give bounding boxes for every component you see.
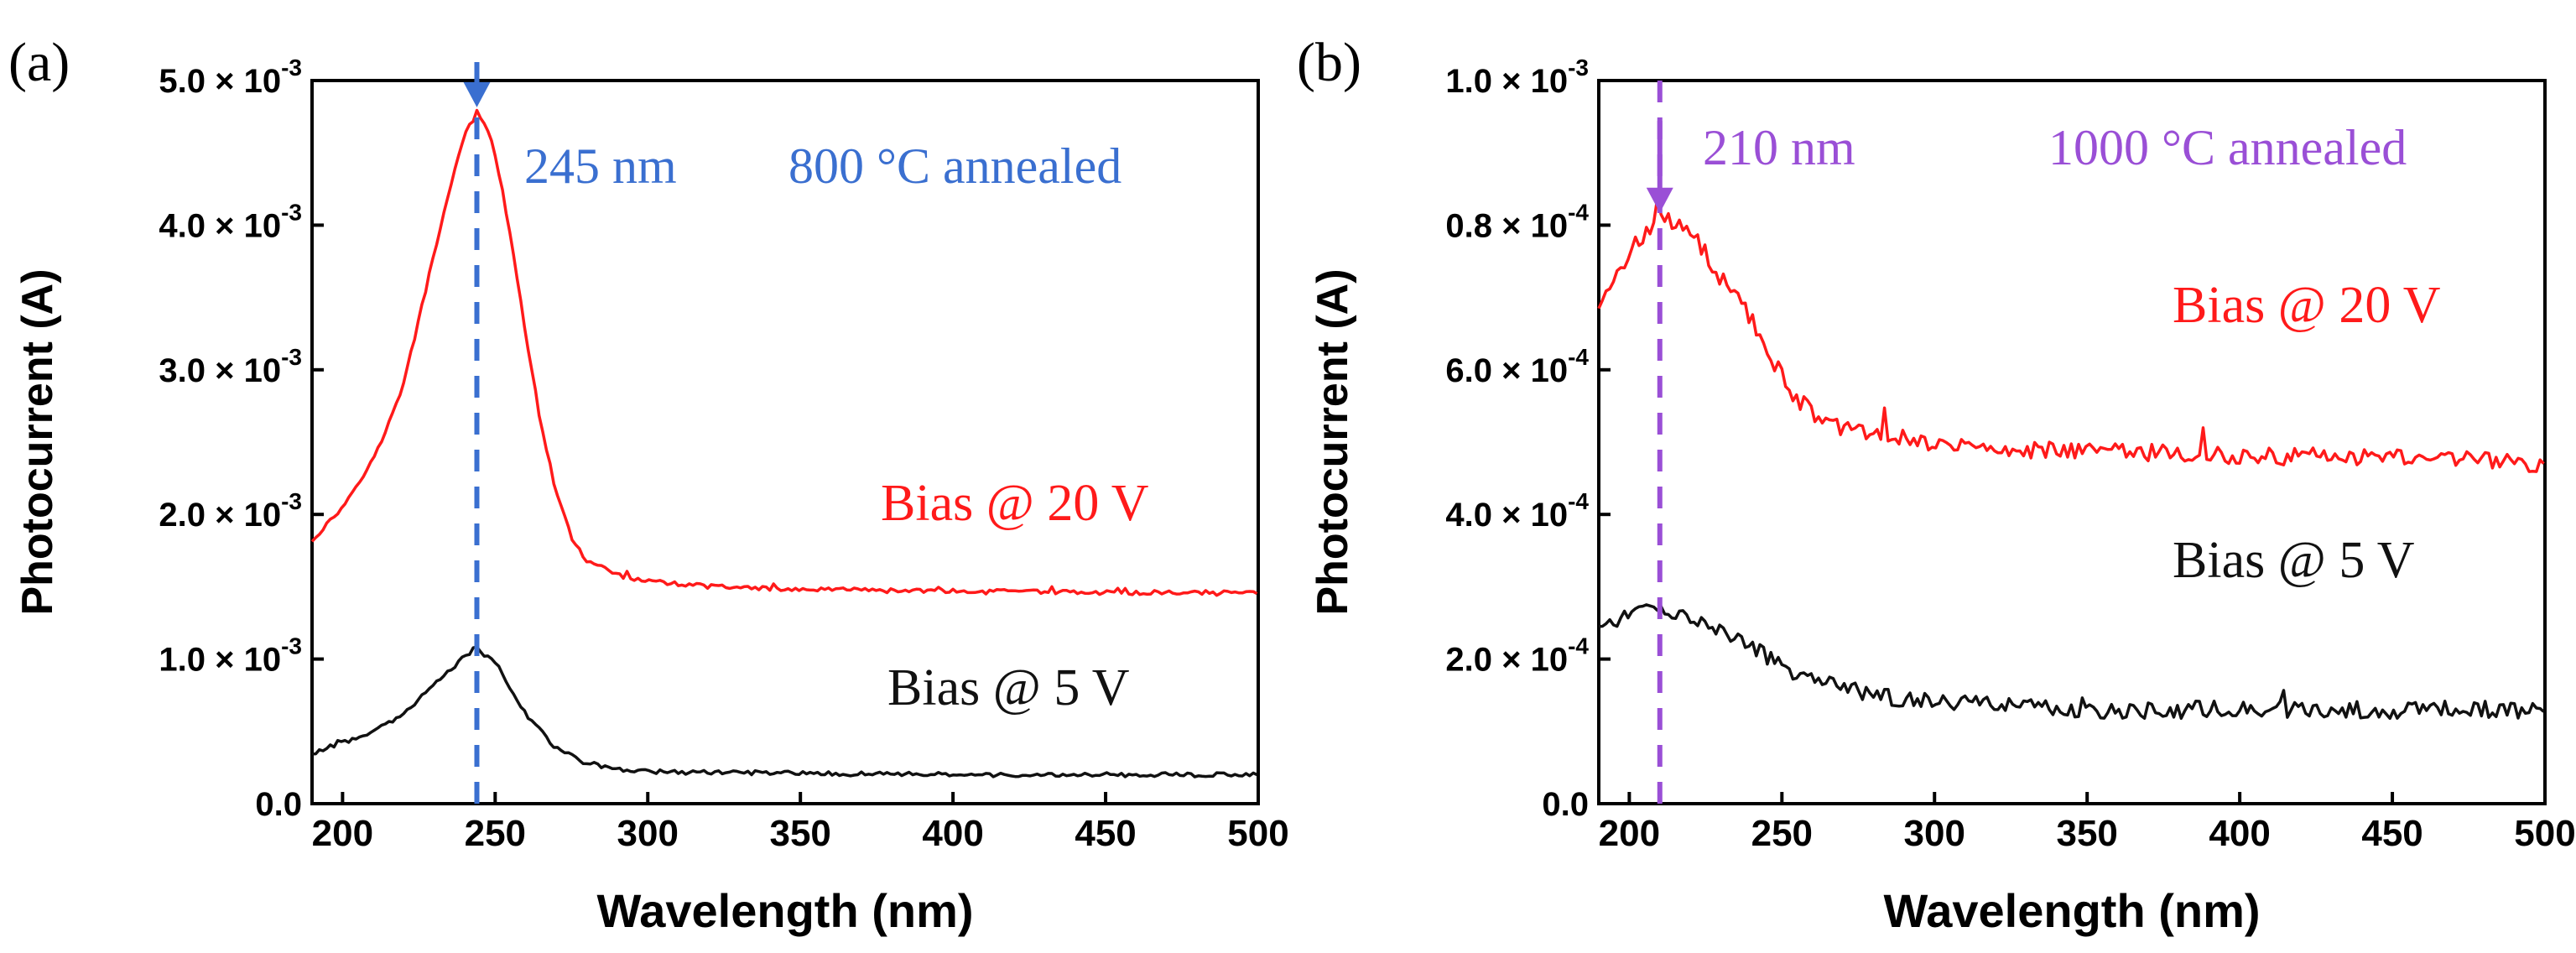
y-tick-label-a-1: 1.0 × 10-3 (159, 633, 302, 679)
x-tick-label-b-450: 450 (2361, 813, 2422, 854)
panel-label-b: (b) (1297, 32, 1361, 93)
y-tick-label-a-4: 4.0 × 10-3 (159, 199, 302, 244)
peak-arrow-head-a (463, 81, 491, 107)
annotation-b: 1000 °C annealed (2048, 120, 2407, 175)
annotation-a: 800 °C annealed (788, 138, 1121, 194)
plot-frame-b (1597, 79, 2547, 805)
peak-label-a: 245 nm (524, 138, 677, 194)
x-tick-label-a-450: 450 (1075, 813, 1136, 854)
y-axis-title-a: Photocurrent (A) (13, 268, 62, 615)
y-axis-title-b: Photocurrent (A) (1309, 268, 1357, 615)
panel-a: (a) 200 250 300 350 400 450 500 0.01.0 × 10-32… (8, 32, 1289, 937)
plot-frame-a (310, 79, 1260, 805)
legend-label-b-20v: Bias @ 20 V (2173, 277, 2441, 334)
y-tick-label-b-2: 4.0 × 10-4 (1445, 488, 1589, 534)
plot-area-a: 200 250 300 350 400 450 500 0.0 1.0 × 10-3 2.0 ×… (159, 55, 1288, 854)
x-tick-label-a-500: 500 (1227, 813, 1288, 854)
x-tick-label-a-350: 350 (769, 813, 830, 854)
legend-label-b-5v: Bias @ 5 V (2173, 532, 2415, 589)
y-tick-label-b-3: 6.0 × 10-4 (1445, 344, 1589, 389)
y-tick-label-a-0: 0.0 (255, 786, 302, 823)
x-tick-label-a-200: 200 (312, 813, 373, 854)
x-tick-label-b-300: 300 (1904, 813, 1965, 854)
series-line-b-5v (1598, 603, 2545, 721)
y-tick-label-b-4: 0.8 × 10-4 (1445, 199, 1589, 244)
x-tick-label-a-300: 300 (617, 813, 679, 854)
legend-label-a-20v: Bias @ 20 V (881, 475, 1149, 532)
y-tick-label-b-0: 0.0 (1542, 786, 1589, 823)
peak-label-b: 210 nm (1703, 120, 1855, 175)
series-line-b-20v (1597, 196, 2545, 473)
x-tick-label-b-200: 200 (1599, 813, 1660, 854)
series-line-a-20v (310, 108, 1258, 597)
x-tick-label-b-400: 400 (2209, 813, 2270, 854)
x-tick-label-b-350: 350 (2056, 813, 2117, 854)
x-axis-title-a: Wavelength (nm) (596, 884, 973, 937)
y-tick-label-a-5: 5.0 × 10-3 (159, 55, 302, 100)
x-tick-label-b-500: 500 (2514, 813, 2575, 854)
x-tick-label-a-250: 250 (465, 813, 526, 854)
x-tick-label-a-400: 400 (922, 813, 983, 854)
peak-arrow-head-b (1646, 187, 1673, 213)
legend-label-a-5v: Bias @ 5 V (887, 659, 1130, 716)
y-tick-label-b-1: 2.0 × 10-4 (1445, 633, 1589, 679)
y-tick-label-a-2: 2.0 × 10-3 (159, 488, 302, 534)
plot-area-b: 200 250 300 350 400 450 500 0.0 2.0 × 10-4 4.0 ×… (1445, 55, 2575, 854)
panel-label-a: (a) (8, 32, 70, 93)
series-line-a-5v (311, 645, 1258, 779)
x-axis-title-b: Wavelength (nm) (1883, 884, 2260, 937)
panel-b: (b) 200 250 300 350 400 450 500 0.0 2.0 × 10-4 4… (1297, 32, 2576, 937)
y-tick-label-a-3: 3.0 × 10-3 (159, 344, 302, 389)
y-tick-label-b-5: 1.0 × 10-3 (1445, 55, 1589, 100)
x-tick-label-b-250: 250 (1751, 813, 1813, 854)
